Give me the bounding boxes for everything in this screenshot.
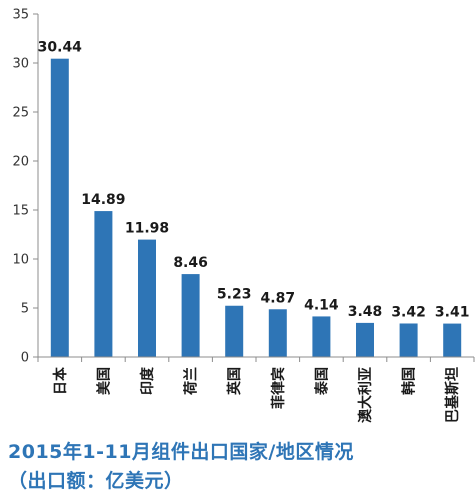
bar bbox=[268, 309, 287, 357]
y-tick-label: 20 bbox=[12, 155, 29, 170]
y-tick-label: 30 bbox=[12, 57, 29, 72]
x-tick-label: 印度 bbox=[139, 366, 156, 395]
data-label: 3.48 bbox=[348, 304, 383, 320]
y-tick-label: 15 bbox=[12, 204, 29, 219]
data-label: 8.46 bbox=[173, 255, 208, 271]
data-label: 5.23 bbox=[217, 287, 252, 303]
x-tick-label: 泰国 bbox=[313, 367, 330, 396]
x-tick-label: 美国 bbox=[95, 367, 112, 395]
y-tick-label: 10 bbox=[12, 253, 29, 268]
data-label: 4.87 bbox=[261, 290, 296, 306]
bar bbox=[138, 239, 156, 357]
y-tick-label: 35 bbox=[12, 8, 29, 23]
data-label: 30.44 bbox=[38, 40, 83, 56]
bar bbox=[94, 211, 113, 357]
y-tick-label: 5 bbox=[21, 302, 29, 317]
data-label: 3.42 bbox=[391, 304, 426, 320]
bar bbox=[50, 58, 69, 358]
bar bbox=[443, 323, 462, 357]
chart-title: 2015年1-11月组件出口国家/地区情况 bbox=[8, 441, 354, 463]
x-tick-label: 英国 bbox=[226, 367, 243, 396]
chart-subtitle: （出口额：亿美元） bbox=[8, 470, 184, 492]
bar bbox=[312, 316, 331, 357]
bar bbox=[225, 305, 244, 357]
data-label: 11.98 bbox=[125, 221, 169, 237]
x-tick-label: 韩国 bbox=[401, 367, 418, 395]
y-tick-label: 25 bbox=[12, 106, 29, 121]
x-tick-label: 荷兰 bbox=[183, 367, 200, 396]
x-tick-label: 巴基斯坦 bbox=[444, 367, 461, 423]
x-tick-label: 日本 bbox=[52, 366, 69, 395]
bars bbox=[50, 58, 462, 358]
bar bbox=[181, 274, 200, 357]
x-axis: 日本 美国 印度 荷兰 英国 菲律宾 泰国 澳大利亚 韩国 巴基斯坦 bbox=[37, 356, 475, 423]
bar bbox=[356, 322, 374, 357]
y-tick-label: 0 bbox=[21, 351, 29, 366]
x-tick-label: 菲律宾 bbox=[270, 367, 287, 409]
data-label: 3.41 bbox=[435, 305, 470, 321]
data-label: 4.14 bbox=[304, 297, 339, 313]
data-label: 14.89 bbox=[81, 192, 125, 208]
y-axis: 0 5 10 15 20 25 30 35 bbox=[12, 8, 39, 366]
bar bbox=[399, 323, 418, 357]
x-tick-label: 澳大利亚 bbox=[357, 367, 374, 423]
